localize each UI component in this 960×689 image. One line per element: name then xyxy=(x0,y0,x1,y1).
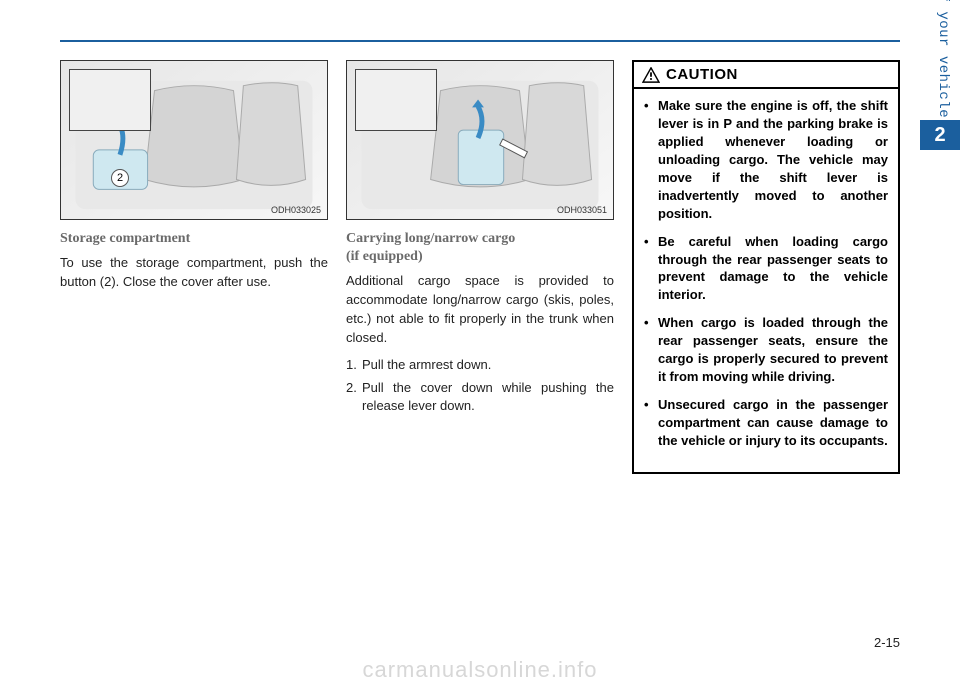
step-2: 2. Pull the cover down while pushing the… xyxy=(346,379,614,417)
figure-callout-box xyxy=(355,69,437,131)
content-columns: 2 ODH033025 Storage compartment To use t… xyxy=(60,60,900,474)
caution-box: CAUTION Make sure the engine is off, the… xyxy=(632,60,900,474)
steps-list: 1. Pull the armrest down. 2. Pull the co… xyxy=(346,356,614,417)
figure-cargo: ODH033051 xyxy=(346,60,614,220)
step-text: Pull the armrest down. xyxy=(362,356,614,375)
heading-cargo-line1: Carrying long/narrow cargo xyxy=(346,231,515,246)
page: 2 ODH033025 Storage compartment To use t… xyxy=(60,40,900,650)
figure-storage-compartment: 2 ODH033025 xyxy=(60,60,328,220)
heading-cargo: Carrying long/narrow cargo (if equipped) xyxy=(346,230,614,266)
step-number: 2. xyxy=(346,379,362,417)
figure-id-label: ODH033051 xyxy=(557,205,607,215)
caution-item: When cargo is loaded through the rear pa… xyxy=(644,314,888,386)
caution-item: Make sure the engine is off, the shift l… xyxy=(644,97,888,223)
step-number: 1. xyxy=(346,356,362,375)
body-storage: To use the storage compartment, push the… xyxy=(60,254,328,292)
heading-cargo-line2: (if equipped) xyxy=(346,249,423,264)
caution-header: CAUTION xyxy=(634,62,898,89)
column-2: ODH033051 Carrying long/narrow cargo (if… xyxy=(346,60,614,474)
watermark: carmanualsonline.info xyxy=(362,657,597,683)
heading-storage: Storage compartment xyxy=(60,230,328,248)
page-number: 2-15 xyxy=(874,635,900,650)
step-text: Pull the cover down while pushing the re… xyxy=(362,379,614,417)
figure-callout-box xyxy=(69,69,151,131)
step-1: 1. Pull the armrest down. xyxy=(346,356,614,375)
caution-title: CAUTION xyxy=(666,66,738,83)
chapter-title-vertical: Safety system of your vehicle xyxy=(935,0,951,160)
figure-bubble-2: 2 xyxy=(111,169,129,187)
caution-item: Be careful when loading cargo through th… xyxy=(644,233,888,305)
top-rule xyxy=(60,40,900,42)
column-3: CAUTION Make sure the engine is off, the… xyxy=(632,60,900,474)
caution-item: Unsecured cargo in the passenger compart… xyxy=(644,396,888,450)
caution-body: Make sure the engine is off, the shift l… xyxy=(634,89,898,472)
warning-icon xyxy=(642,67,660,83)
body-cargo: Additional cargo space is provided to ac… xyxy=(346,272,614,347)
side-tab: 2 Safety system of your vehicle xyxy=(920,120,960,460)
column-1: 2 ODH033025 Storage compartment To use t… xyxy=(60,60,328,474)
figure-id-label: ODH033025 xyxy=(271,205,321,215)
